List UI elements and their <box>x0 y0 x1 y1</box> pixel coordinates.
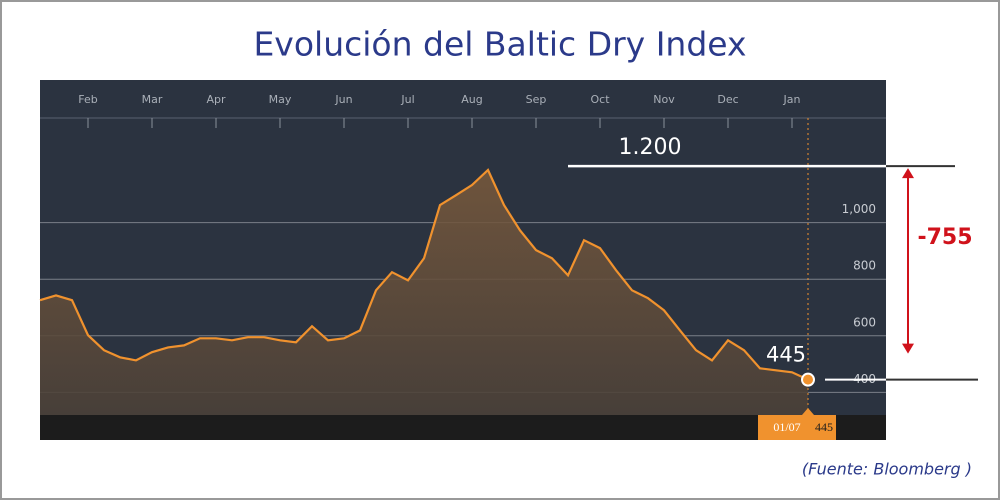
line <box>39 168 809 381</box>
cursor-date: 01/07 <box>773 420 800 434</box>
last-point <box>801 372 815 387</box>
chart-title: Evolución del Baltic Dry Index <box>253 25 746 64</box>
y-tick-label: 800 <box>853 259 876 273</box>
x-tick-label: Jul <box>400 93 414 106</box>
x-tick-label: Jan <box>783 93 801 106</box>
y-tick-label: 600 <box>853 315 876 329</box>
x-tick-label: Oct <box>590 93 610 106</box>
arrow-head <box>902 168 914 179</box>
change-label: -755 <box>917 225 972 250</box>
arrow-head <box>902 343 914 354</box>
x-strip <box>40 415 886 440</box>
x-tick-label: Feb <box>78 93 97 106</box>
x-tick-label: Sep <box>526 93 547 106</box>
x-tick-label: Dec <box>717 93 738 106</box>
last-value-label: 445 <box>766 343 806 367</box>
cursor-value: 445 <box>815 420 833 434</box>
x-tick-label: Mar <box>142 93 163 106</box>
cursor-tag-arrow <box>802 408 814 415</box>
area <box>40 170 808 415</box>
x-tick-label: Apr <box>206 93 226 106</box>
y-tick-label: 1,000 <box>842 202 876 216</box>
x-tick-label: Aug <box>461 93 482 106</box>
reference-label: 1.200 <box>619 135 682 160</box>
x-tick-label: May <box>269 93 292 106</box>
x-tick-label: Nov <box>653 93 675 106</box>
cursor-tag <box>758 415 836 440</box>
x-tick-label: Jun <box>334 93 352 106</box>
plot: 4006008001,000FebMarAprMayJunJulAugSepOc… <box>39 93 978 440</box>
source: (Fuente: Bloomberg ) <box>802 460 972 479</box>
